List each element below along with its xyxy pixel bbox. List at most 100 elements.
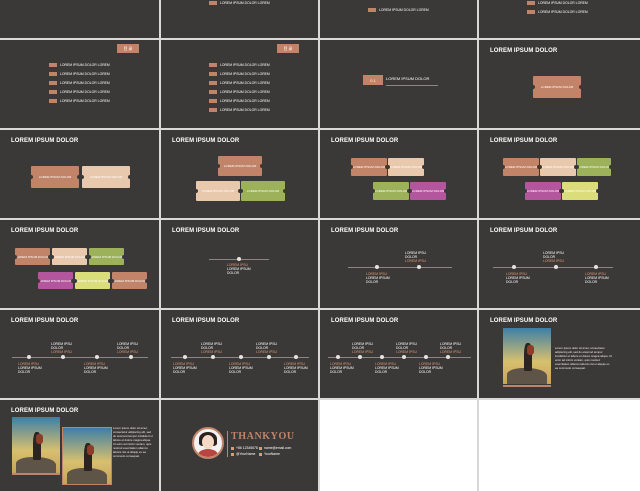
slide-title: LOREM IPSUM DOLOR bbox=[11, 408, 79, 414]
slide-thumbnail[interactable]: LOREM IPSUM DOLOR Lorem ipsum dolor sit … bbox=[0, 400, 159, 491]
list-item: LOREM IPSUM DOLOR LOREM bbox=[49, 89, 110, 94]
avatar bbox=[192, 427, 224, 459]
slide-title: LOREM IPSUM DOLOR bbox=[11, 228, 79, 234]
ticket-shape: LOREM IPSUM DOLOR bbox=[29, 166, 81, 188]
slide-title: LOREM IPSUM DOLOR bbox=[331, 318, 399, 324]
hiker-photo bbox=[62, 427, 112, 485]
ticket-shape: LOREM IPSUM DOLOR bbox=[194, 181, 242, 201]
list-item: LOREM IPSUM DOLOR LOREM bbox=[209, 0, 270, 5]
ticket-shape: LOREM IPSUM DOLOR bbox=[371, 182, 411, 200]
slide-thumbnail[interactable]: LOREM IPSUM DOLOR LOREM bbox=[161, 0, 318, 38]
slide-thumbnail[interactable]: LOREM IPSUM DOLOR Lorem ipsum dolor sit … bbox=[479, 310, 640, 398]
slide-thumbnail[interactable]: 目 录 LOREM IPSUM DOLOR LOREM LOREM IPSUM … bbox=[0, 40, 159, 128]
timeline-dot bbox=[594, 265, 598, 269]
slide-thumbnail[interactable]: LOREM IPSUM DOLOR LOREM IPSU DOLOR LOREM… bbox=[320, 310, 477, 398]
slide-thumbnail[interactable]: LOREM IPSUM DOLOR LOREM IPSU DOLOR LOREM… bbox=[161, 310, 318, 398]
timeline-dot bbox=[95, 355, 99, 359]
body-text: Lorem ipsum dolor sit amet, consectetur … bbox=[555, 346, 613, 370]
slide-thumbnail[interactable]: LOREM IPSUM DOLOR LOREM IPSUM DOLOR LORE… bbox=[320, 130, 477, 218]
slide-title: LOREM IPSUM DOLOR bbox=[172, 138, 240, 144]
toc-badge: 目 录 bbox=[117, 44, 139, 53]
timeline-dot bbox=[417, 265, 421, 269]
contact-wechat: @YourName bbox=[231, 452, 255, 456]
ticket-shape: LOREM IPSUM DOLOR bbox=[73, 272, 112, 289]
timeline-dot bbox=[446, 355, 450, 359]
ticket-shape: LOREM IPSUM DOLOR bbox=[110, 272, 149, 289]
contact-phone: +86 12345678 bbox=[231, 446, 258, 450]
ticket-shape: LOREM IPSUM DOLOR bbox=[523, 182, 563, 200]
timeline-dot bbox=[294, 355, 298, 359]
slide-title: LOREM IPSUM DOLOR bbox=[331, 228, 399, 234]
contact-email: name@email.com bbox=[259, 446, 291, 450]
slide-thumbnail[interactable]: LOREM IPSUM DOLOR LOREM IPSUM DOLOR LORE… bbox=[161, 130, 318, 218]
slide-thumbnail[interactable]: 目 录 LOREM IPSUM DOLOR LOREM LOREM IPSUM … bbox=[161, 40, 318, 128]
timeline-dot bbox=[554, 265, 558, 269]
timeline-dot bbox=[267, 355, 271, 359]
ticket-shape: LOREM IPSUM DOLOR bbox=[80, 166, 132, 188]
list-item: LOREM IPSUM DOLOR LOREM bbox=[49, 98, 110, 103]
slide-thumbnail[interactable]: LOREM IPSUM DOLOR LOREM LOREM IPSUM DOLO… bbox=[479, 0, 640, 38]
list-item: LOREM IPSUM DOLOR LOREM bbox=[49, 80, 110, 85]
ticket-shape: LOREM IPSUM DOLOR bbox=[349, 158, 389, 176]
list-item: LOREM IPSUM DOLOR LOREM bbox=[209, 89, 270, 94]
ticket-shape: LOREM IPSUM DOLOR bbox=[538, 158, 578, 176]
section-number: 0 1 bbox=[363, 75, 383, 85]
timeline-dot bbox=[237, 257, 241, 261]
slide-title: LOREM IPSUM DOLOR bbox=[331, 138, 399, 144]
timeline-dot bbox=[129, 355, 133, 359]
slide-title: LOREM IPSUM DOLOR bbox=[490, 48, 558, 54]
slide-thumbnail-blank[interactable] bbox=[479, 400, 640, 491]
slide-title: LOREM IPSUM DOLOR bbox=[11, 318, 79, 324]
slide-title: LOREM IPSUM DOLOR bbox=[172, 228, 240, 234]
timeline-dot bbox=[380, 355, 384, 359]
slide-title: LOREM IPSUM DOLOR bbox=[490, 318, 558, 324]
list-item: LOREM IPSUM DOLOR LOREM bbox=[209, 62, 270, 67]
hiker-photo bbox=[12, 417, 60, 473]
list-item: LOREM IPSUM DOLOR LOREM bbox=[49, 71, 110, 76]
timeline-dot bbox=[402, 355, 406, 359]
slide-thumbnail[interactable]: LOREM IPSUM DOLOR LOREM IPSU DOLOR LOREM… bbox=[0, 310, 159, 398]
slide-title: LOREM IPSUM DOLOR bbox=[172, 318, 240, 324]
ticket-shape: LOREM IPSUM DOLOR bbox=[216, 156, 264, 176]
slide-thumbnail[interactable]: LOREM IPSUM DOLOR LOREM IPSUM DOLOR LORE… bbox=[0, 220, 159, 308]
slide-thumbnail[interactable]: LOREM IPSUM DOLOR LOREM IPSU DOLOR LOREM… bbox=[320, 220, 477, 308]
list-item: LOREM IPSUM DOLOR LOREM bbox=[209, 80, 270, 85]
list-item: LOREM IPSUM DOLOR LOREM bbox=[527, 0, 588, 5]
slide-thumbnail[interactable] bbox=[0, 0, 159, 38]
slide-thumbnail[interactable]: LOREM IPSUM DOLOR LOREM IPSUM DOLOR LORE… bbox=[479, 130, 640, 218]
slide-thumbnail[interactable]: 0 1 LOREM IPSUM DOLOR bbox=[320, 40, 477, 128]
slide-thumbnail[interactable]: LOREM IPSUM DOLOR LOREM IPSUM DOLOR bbox=[479, 40, 640, 128]
ticket-shape: LOREM IPSUM DOLOR bbox=[50, 248, 89, 265]
slide-thumbnail[interactable]: LOREM IPSUM DOLOR LOREM bbox=[320, 0, 477, 38]
timeline-dot bbox=[183, 355, 187, 359]
ticket-shape: LOREM IPSUM DOLOR bbox=[560, 182, 600, 200]
timeline-dot bbox=[239, 355, 243, 359]
ticket-shape: LOREM IPSUM DOLOR bbox=[408, 182, 448, 200]
slide-title: LOREM IPSUM DOLOR bbox=[490, 228, 558, 234]
ticket-shape: LOREM IPSUM DOLOR bbox=[531, 76, 583, 98]
slide-thumbnail[interactable]: THANKYOU +86 12345678 name@email.com @Yo… bbox=[161, 400, 318, 491]
hiker-photo bbox=[503, 328, 551, 384]
ticket-shape: LOREM IPSUM DOLOR bbox=[13, 248, 52, 265]
list-item: LOREM IPSUM DOLOR LOREM bbox=[209, 71, 270, 76]
timeline-dot bbox=[211, 355, 215, 359]
timeline-dot bbox=[27, 355, 31, 359]
contact-qq: YourName bbox=[259, 452, 280, 456]
ticket-shape: LOREM IPSUM DOLOR bbox=[87, 248, 126, 265]
list-item: LOREM IPSUM DOLOR LOREM bbox=[368, 7, 429, 12]
slide-thumbnail[interactable]: LOREM IPSUM DOLOR LOREM IPSU LOREM IPSUM… bbox=[161, 220, 318, 308]
thank-you-title: THANKYOU bbox=[231, 431, 295, 442]
toc-badge: 目 录 bbox=[277, 44, 299, 53]
timeline-dot bbox=[61, 355, 65, 359]
timeline-dot bbox=[424, 355, 428, 359]
ticket-shape: LOREM IPSUM DOLOR bbox=[575, 158, 613, 176]
timeline-dot bbox=[358, 355, 362, 359]
slide-thumbnail[interactable]: LOREM IPSUM DOLOR LOREM IPSU DOLOR LOREM… bbox=[479, 220, 640, 308]
list-item: LOREM IPSUM DOLOR LOREM bbox=[209, 107, 270, 112]
body-text: Lorem ipsum dolor sit amet, consectetur … bbox=[113, 426, 153, 458]
list-item: LOREM IPSUM DOLOR LOREM bbox=[49, 62, 110, 67]
timeline-dot bbox=[336, 355, 340, 359]
slide-thumbnail-blank[interactable] bbox=[320, 400, 477, 491]
slide-thumbnail[interactable]: LOREM IPSUM DOLOR LOREM IPSUM DOLOR LORE… bbox=[0, 130, 159, 218]
